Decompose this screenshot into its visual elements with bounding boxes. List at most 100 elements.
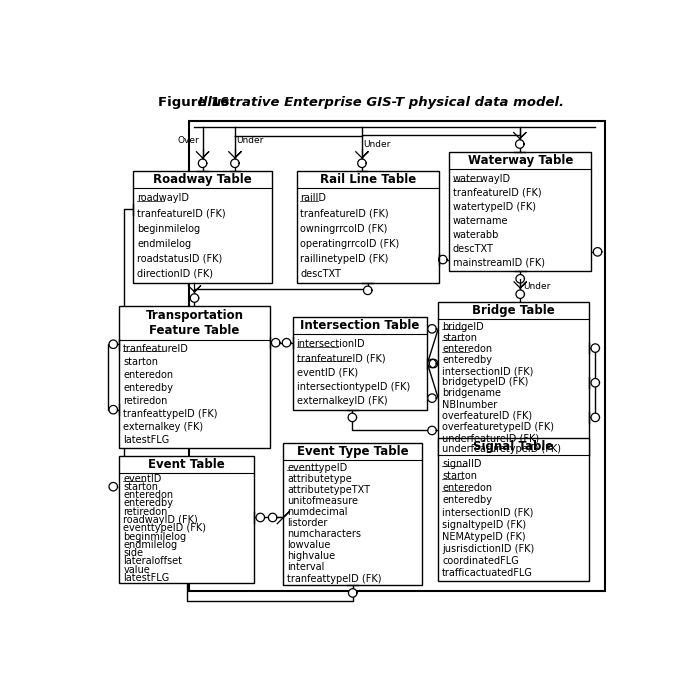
Polygon shape <box>109 482 117 491</box>
Text: eventtypeID (FK): eventtypeID (FK) <box>123 523 206 533</box>
Text: bridgeID: bridgeID <box>442 322 484 332</box>
Text: interval: interval <box>287 563 325 572</box>
Text: Intersection Table: Intersection Table <box>300 319 420 333</box>
Text: Rail Line Table: Rail Line Table <box>320 173 416 186</box>
Text: retiredon: retiredon <box>123 396 167 406</box>
Text: roadstatusID (FK): roadstatusID (FK) <box>137 254 222 264</box>
Bar <box>293 317 427 409</box>
Polygon shape <box>594 247 602 256</box>
Text: externalkey (FK): externalkey (FK) <box>123 423 204 432</box>
Text: value: value <box>123 565 150 575</box>
Polygon shape <box>282 339 291 347</box>
Text: waterwayID: waterwayID <box>453 174 511 183</box>
Text: tranfeatureID (FK): tranfeatureID (FK) <box>137 208 226 218</box>
Text: listorder: listorder <box>287 518 327 528</box>
Text: starton: starton <box>442 471 477 481</box>
Text: tranfeatureID (FK): tranfeatureID (FK) <box>297 353 385 363</box>
Polygon shape <box>109 340 117 348</box>
Bar <box>284 443 422 585</box>
Bar <box>438 302 589 456</box>
Text: descTXT: descTXT <box>453 244 493 254</box>
Polygon shape <box>198 159 207 168</box>
Text: beginmilelog: beginmilelog <box>137 223 200 234</box>
Text: eventID (FK): eventID (FK) <box>297 368 358 378</box>
Text: Under: Under <box>236 136 264 145</box>
Text: underfeaturetypeID (FK): underfeaturetypeID (FK) <box>442 444 561 454</box>
Text: lateraloffset: lateraloffset <box>123 556 182 566</box>
Text: attributetypeTXT: attributetypeTXT <box>287 485 370 495</box>
Text: trafficactuatedFLG: trafficactuatedFLG <box>442 568 533 578</box>
Text: endmilelog: endmilelog <box>123 540 177 550</box>
Polygon shape <box>256 513 265 521</box>
Text: NBInumber: NBInumber <box>442 400 498 409</box>
Text: Waterway Table: Waterway Table <box>468 154 573 167</box>
Text: roadwayID: roadwayID <box>137 194 189 203</box>
Text: mainstreamID (FK): mainstreamID (FK) <box>453 258 545 268</box>
Text: tranfeatureID: tranfeatureID <box>123 344 189 354</box>
Text: numdecimal: numdecimal <box>287 507 348 517</box>
Text: jusrisdictionID (FK): jusrisdictionID (FK) <box>442 544 534 554</box>
Text: signalID: signalID <box>442 459 482 469</box>
Text: overfeaturetypeID (FK): overfeaturetypeID (FK) <box>442 422 554 432</box>
Text: Transportation
Feature Table: Transportation Feature Table <box>145 308 243 337</box>
Polygon shape <box>516 140 524 148</box>
Text: Figure 16.: Figure 16. <box>158 96 239 109</box>
Text: Event Table: Event Table <box>149 458 225 471</box>
Text: Signal Table: Signal Table <box>473 440 554 453</box>
Text: signaltypeID (FK): signaltypeID (FK) <box>442 519 526 530</box>
Text: enteredby: enteredby <box>442 355 492 365</box>
Polygon shape <box>591 344 600 352</box>
Polygon shape <box>430 359 438 368</box>
Polygon shape <box>516 275 525 283</box>
Text: starton: starton <box>123 357 158 367</box>
Text: highvalue: highvalue <box>287 552 336 561</box>
Text: Illustrative Enterprise GIS-T physical data model.: Illustrative Enterprise GIS-T physical d… <box>198 96 564 109</box>
Text: watername: watername <box>453 216 508 225</box>
Text: Over: Over <box>178 136 199 145</box>
Text: Bridge Table: Bridge Table <box>473 304 555 317</box>
Text: endmilelog: endmilelog <box>137 238 191 249</box>
Text: intersectiontypeID (FK): intersectiontypeID (FK) <box>297 382 410 392</box>
Text: externalkeyID (FK): externalkeyID (FK) <box>297 396 387 406</box>
Text: intersectionID (FK): intersectionID (FK) <box>442 508 534 517</box>
Text: starton: starton <box>123 482 158 492</box>
Text: bridgename: bridgename <box>442 388 501 398</box>
Polygon shape <box>231 159 239 168</box>
Bar <box>438 438 589 581</box>
Text: tranfeatureID (FK): tranfeatureID (FK) <box>453 188 541 198</box>
Text: overfeatureID (FK): overfeatureID (FK) <box>442 411 532 420</box>
Text: intersectionID (FK): intersectionID (FK) <box>442 366 534 376</box>
Polygon shape <box>428 324 436 333</box>
Text: directionID (FK): directionID (FK) <box>137 269 213 279</box>
Polygon shape <box>591 413 600 422</box>
Text: retiredon: retiredon <box>123 507 167 517</box>
Polygon shape <box>268 513 277 521</box>
Bar <box>120 456 254 583</box>
Polygon shape <box>439 256 447 264</box>
Bar <box>133 171 272 282</box>
Polygon shape <box>363 286 372 295</box>
Text: tranfeatureID (FK): tranfeatureID (FK) <box>300 208 389 218</box>
Polygon shape <box>428 359 436 368</box>
Text: operatingrrcoID (FK): operatingrrcoID (FK) <box>300 238 400 249</box>
Text: unitofmeasure: unitofmeasure <box>287 496 359 506</box>
Text: tranfeattypeID (FK): tranfeattypeID (FK) <box>287 574 382 583</box>
Text: roadwayID (FK): roadwayID (FK) <box>123 515 198 525</box>
Text: eventID: eventID <box>123 473 162 484</box>
Text: latestFLG: latestFLG <box>123 573 170 583</box>
Text: enteredon: enteredon <box>442 344 492 354</box>
Polygon shape <box>109 405 117 414</box>
Text: starton: starton <box>442 333 477 343</box>
Text: enteredon: enteredon <box>442 483 492 493</box>
Text: raillinetypeID (FK): raillinetypeID (FK) <box>300 254 389 264</box>
Text: Roadway Table: Roadway Table <box>153 173 252 186</box>
Text: enteredon: enteredon <box>123 370 173 380</box>
Text: enteredon: enteredon <box>123 491 173 500</box>
Text: attributetype: attributetype <box>287 473 352 484</box>
Text: side: side <box>123 548 143 558</box>
Polygon shape <box>428 394 436 403</box>
Bar <box>297 171 439 282</box>
Polygon shape <box>348 589 357 597</box>
Text: numcharacters: numcharacters <box>287 529 361 539</box>
Polygon shape <box>428 426 436 435</box>
